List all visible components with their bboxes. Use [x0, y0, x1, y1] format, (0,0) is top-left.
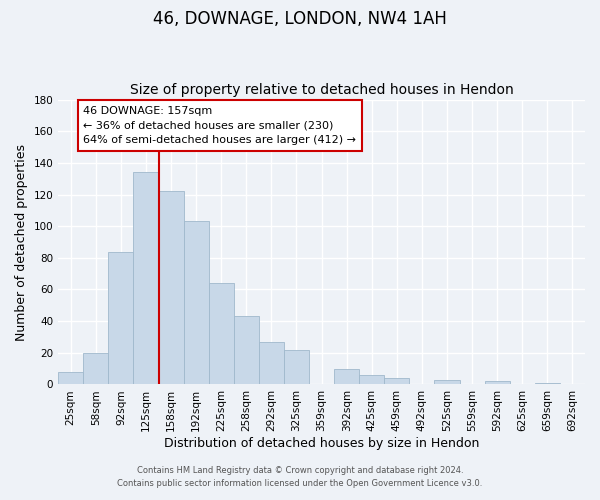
Bar	[58, 372, 83, 384]
Bar	[259, 342, 284, 384]
Bar	[284, 350, 309, 384]
Text: 46 DOWNAGE: 157sqm
← 36% of detached houses are smaller (230)
64% of semi-detach: 46 DOWNAGE: 157sqm ← 36% of detached hou…	[83, 106, 356, 146]
Bar	[184, 222, 209, 384]
Bar	[535, 383, 560, 384]
Bar	[209, 283, 234, 384]
Bar	[334, 368, 359, 384]
Bar	[385, 378, 409, 384]
Bar	[83, 353, 109, 384]
Text: Contains HM Land Registry data © Crown copyright and database right 2024.
Contai: Contains HM Land Registry data © Crown c…	[118, 466, 482, 487]
Bar	[359, 375, 385, 384]
Text: 46, DOWNAGE, LONDON, NW4 1AH: 46, DOWNAGE, LONDON, NW4 1AH	[153, 10, 447, 28]
Bar	[109, 252, 133, 384]
Bar	[133, 172, 158, 384]
Bar	[158, 192, 184, 384]
Bar	[434, 380, 460, 384]
Bar	[234, 316, 259, 384]
X-axis label: Distribution of detached houses by size in Hendon: Distribution of detached houses by size …	[164, 437, 479, 450]
Y-axis label: Number of detached properties: Number of detached properties	[15, 144, 28, 340]
Bar	[485, 382, 510, 384]
Title: Size of property relative to detached houses in Hendon: Size of property relative to detached ho…	[130, 83, 514, 97]
